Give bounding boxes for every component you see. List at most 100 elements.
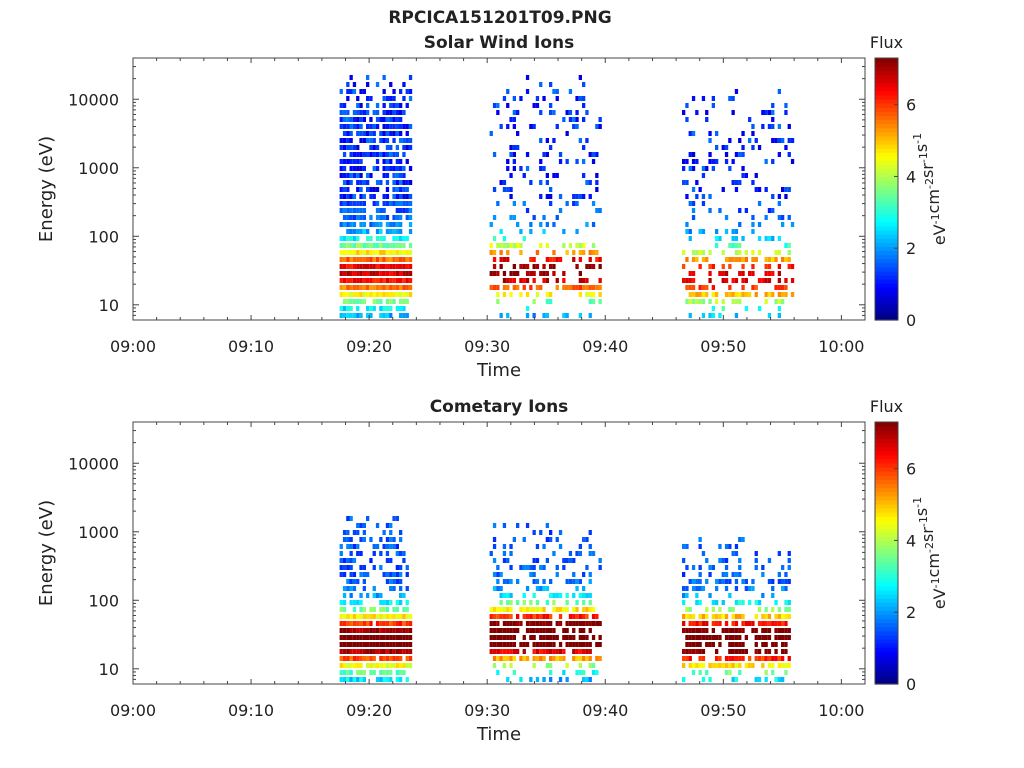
heatmap-cell (764, 278, 768, 283)
heatmap-cell (588, 593, 592, 598)
heatmap-cell (352, 607, 357, 612)
heatmap-cell (362, 670, 366, 675)
heatmap-cell (385, 656, 390, 661)
heatmap-cell (568, 621, 573, 626)
heatmap-cell (741, 264, 745, 269)
heatmap-cell (408, 201, 413, 206)
heatmap-cell (405, 180, 409, 185)
heatmap-cell (568, 551, 573, 556)
heatmap-cell (502, 558, 507, 563)
heatmap-cell (777, 285, 781, 290)
heatmap-cell (379, 649, 383, 654)
heatmap-cell (405, 89, 409, 94)
heatmap-cell (771, 621, 775, 626)
heatmap-cell (346, 236, 350, 241)
heatmap-cell (389, 159, 393, 164)
heatmap-cell (774, 600, 778, 605)
heatmap-cell (352, 82, 357, 87)
heatmap-cell (339, 257, 343, 262)
heatmap-cell (761, 621, 765, 626)
heatmap-cell (565, 593, 569, 598)
heatmap-cell (741, 649, 745, 654)
colorbar-swatch (875, 548, 898, 554)
heatmap-cell (399, 600, 403, 605)
heatmap-cell (575, 285, 579, 290)
heatmap-cell (372, 306, 376, 311)
heatmap-cell (405, 565, 409, 570)
heatmap-cell (492, 187, 497, 192)
heatmap-cell (372, 649, 376, 654)
heatmap-cell (392, 537, 396, 542)
heatmap-cell (496, 565, 500, 570)
colorbar-swatch (875, 238, 898, 243)
heatmap-cell (748, 621, 752, 626)
heatmap-cell (372, 194, 376, 199)
heatmap-cell (399, 243, 403, 248)
heatmap-cell (532, 642, 536, 647)
heatmap-cell (389, 572, 393, 577)
heatmap-cell (698, 621, 702, 626)
heatmap-cell (379, 642, 383, 647)
y-tick-label: 10000 (68, 454, 119, 473)
heatmap-cell (382, 264, 386, 269)
heatmap-cell (549, 614, 553, 619)
heatmap-cell (349, 215, 353, 220)
heatmap-cell (516, 285, 520, 290)
heatmap-cell (349, 670, 353, 675)
heatmap-cell (385, 621, 390, 626)
heatmap-cell (395, 131, 399, 136)
heatmap-cell (575, 201, 579, 206)
unit-part: eV (930, 224, 949, 245)
heatmap-cell (408, 663, 413, 668)
heatmap-cell (724, 271, 729, 276)
heatmap-cell (595, 187, 599, 192)
heatmap-cell (539, 271, 543, 276)
heatmap-cell (339, 635, 343, 640)
colorbar-unit-label: eV-1cm-2sr-1s-1 (911, 497, 949, 609)
heatmap-cell (385, 180, 390, 185)
heatmap-cell (728, 285, 732, 290)
heatmap-cell (489, 131, 493, 136)
heatmap-cell (708, 278, 712, 283)
heatmap-cell (522, 614, 526, 619)
heatmap-cell (375, 166, 380, 171)
heatmap-cell (489, 551, 493, 556)
heatmap-cell (366, 614, 370, 619)
heatmap-cell (502, 579, 507, 584)
heatmap-cell (578, 663, 582, 668)
heatmap-cell (395, 208, 399, 213)
heatmap-cell (352, 257, 357, 262)
heatmap-cell (695, 600, 699, 605)
heatmap-cell (585, 565, 589, 570)
heatmap-cell (552, 656, 556, 661)
heatmap-cell (359, 523, 363, 528)
colorbar-swatch (875, 577, 898, 583)
heatmap-cell (744, 292, 748, 297)
heatmap-cell (522, 635, 526, 640)
heatmap-cell (382, 649, 386, 654)
heatmap-cell (777, 313, 781, 318)
heatmap-cell (359, 166, 363, 171)
heatmap-cell (532, 299, 536, 304)
unit-part: -1 (929, 213, 942, 224)
heatmap-cell (777, 614, 781, 619)
heatmap-cell (492, 586, 497, 591)
heatmap-cell (399, 271, 403, 276)
heatmap-cell (542, 215, 546, 220)
heatmap-cell (575, 649, 579, 654)
panel-title: Cometary Ions (430, 397, 569, 417)
heatmap-cell (506, 628, 510, 633)
heatmap-cell (582, 677, 586, 682)
heatmap-cell (369, 607, 373, 612)
colorbar-swatch (875, 258, 898, 264)
heatmap-cell (731, 572, 735, 577)
colorbar-swatch (875, 98, 898, 104)
heatmap-cell (535, 628, 540, 633)
heatmap-cell (356, 145, 360, 150)
heatmap-cell (784, 642, 788, 647)
heatmap-cell (691, 614, 696, 619)
heatmap-cell (346, 257, 350, 262)
heatmap-cell (572, 194, 576, 199)
heatmap-cell (731, 551, 735, 556)
heatmap-cell (578, 544, 582, 549)
